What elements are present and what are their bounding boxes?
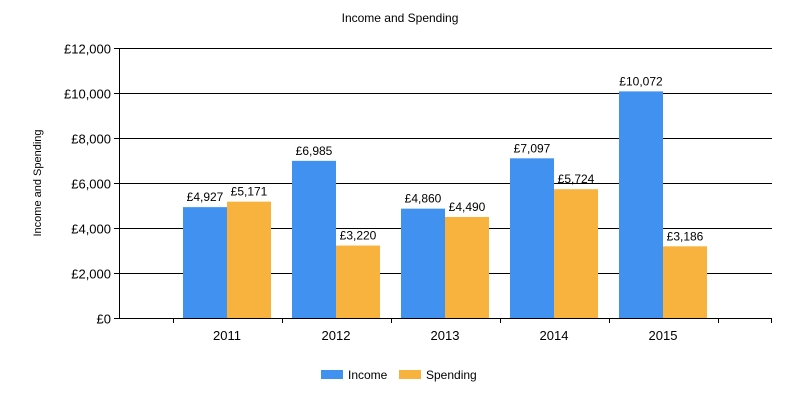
bar-income-2014 (510, 158, 554, 318)
data-label-spending-2014: £5,724 (558, 172, 595, 186)
y-tick-label: £4,000 (71, 222, 111, 237)
data-label-spending-2011: £5,171 (231, 185, 268, 199)
legend-swatch-spending (399, 370, 421, 379)
chart-title: Income and Spending (342, 11, 459, 25)
axes: £0 £2,000 £4,000 £6,000 £8,000 £10,000 £12,000… (64, 42, 772, 343)
bar-spending-2015 (663, 246, 707, 318)
bars (183, 91, 707, 318)
data-label-income-2013: £4,860 (405, 192, 442, 206)
data-label-income-2015: £10,072 (619, 74, 663, 88)
bar-income-2013 (401, 208, 445, 318)
x-tick-label: 2011 (213, 328, 241, 343)
legend-swatch-income (321, 370, 343, 379)
data-label-spending-2013: £4,490 (449, 200, 486, 214)
data-label-income-2012: £6,985 (296, 144, 333, 158)
legend-label-income: Income (348, 368, 388, 382)
bar-spending-2014 (554, 189, 598, 318)
legend-item-income: Income (321, 368, 388, 382)
legend-label-spending: Spending (426, 368, 477, 382)
data-label-spending-2015: £3,186 (667, 229, 704, 243)
x-tick-label: 2015 (649, 328, 678, 343)
bar-income-2015 (619, 91, 663, 318)
bar-spending-2012 (336, 245, 380, 318)
y-tick-label: £8,000 (71, 132, 111, 147)
x-tick-label: 2013 (431, 328, 460, 343)
data-label-spending-2012: £3,220 (340, 229, 377, 243)
x-tick-label: 2012 (322, 328, 351, 343)
bar-spending-2013 (445, 216, 489, 318)
y-tick-label: £6,000 (71, 177, 111, 192)
y-tick-label: £2,000 (71, 267, 111, 282)
data-labels: £4,927 £5,171 £6,985 £3,220 £4,860 £4,490 £7,0… (187, 74, 704, 243)
legend: Income Spending (321, 368, 477, 382)
y-axis-label: Income and Spending (32, 129, 44, 236)
y-tick-label: £0 (97, 312, 111, 327)
bar-spending-2011 (227, 201, 271, 318)
bar-income-2011 (183, 207, 227, 318)
legend-item-spending: Spending (399, 368, 477, 382)
y-tick-label: £10,000 (64, 87, 111, 102)
data-label-income-2014: £7,097 (514, 141, 551, 155)
y-tick-label: £12,000 (64, 42, 111, 57)
data-label-income-2011: £4,927 (187, 190, 224, 204)
x-tick-label: 2014 (540, 328, 569, 343)
bar-income-2012 (292, 160, 336, 318)
